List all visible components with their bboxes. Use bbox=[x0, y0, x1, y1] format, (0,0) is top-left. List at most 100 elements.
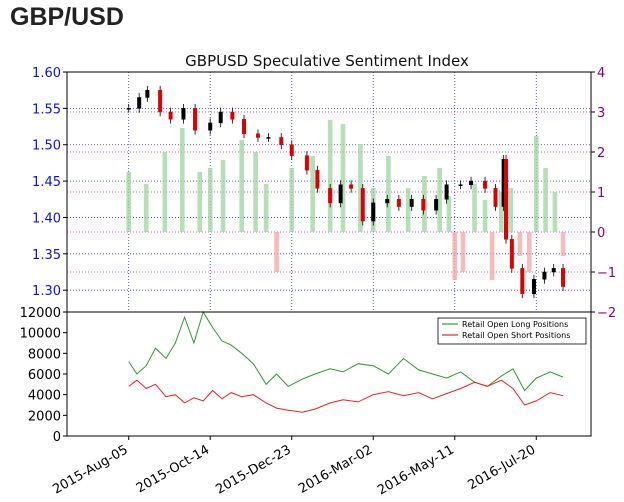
candle-body bbox=[520, 268, 525, 295]
candle-body bbox=[503, 159, 508, 240]
ssi-bar bbox=[126, 172, 132, 232]
candle-body bbox=[434, 199, 439, 211]
date-tick-label: 2016-May-11 bbox=[375, 442, 457, 498]
ssi-bar bbox=[517, 232, 523, 256]
ssi-bar bbox=[327, 120, 333, 232]
candle-body bbox=[551, 268, 556, 273]
candle-body bbox=[328, 188, 333, 204]
candle-body bbox=[531, 279, 536, 295]
candle-body bbox=[137, 97, 142, 109]
ssi-tick-label: 3 bbox=[597, 106, 605, 121]
candle-body bbox=[444, 184, 449, 200]
price-tick-label: 1.55 bbox=[32, 102, 61, 117]
candle-body bbox=[145, 89, 150, 98]
ssi-tick-label: 2 bbox=[597, 146, 605, 161]
legend: Retail Open Long Positions Retail Open Sh… bbox=[437, 317, 587, 345]
ssi-bar bbox=[197, 172, 203, 232]
candle-body bbox=[561, 268, 566, 287]
date-tick-label: 2015-Aug-05 bbox=[50, 442, 130, 497]
price-tick-label: 1.35 bbox=[32, 248, 61, 263]
ssi-bar bbox=[460, 232, 466, 272]
candle-body bbox=[230, 111, 235, 120]
ssi-bar bbox=[472, 184, 477, 232]
candle-body bbox=[409, 199, 414, 207]
positions-tick-label: 12000 bbox=[20, 306, 61, 321]
ssi-bar bbox=[358, 144, 363, 232]
ssi-bar bbox=[560, 232, 566, 256]
price-tick-label: 1.40 bbox=[32, 211, 61, 226]
candle-body bbox=[218, 111, 223, 124]
candle-body bbox=[304, 155, 309, 171]
candle-body bbox=[241, 119, 246, 135]
ssi-bar bbox=[263, 184, 269, 232]
ssi-bar bbox=[310, 156, 316, 232]
candle-body bbox=[289, 144, 294, 156]
price-tick-label: 1.30 bbox=[32, 284, 61, 299]
date-tick-label: 2016-Mar-02 bbox=[296, 442, 375, 496]
candle-body bbox=[385, 199, 390, 204]
price-tick-label: 1.60 bbox=[32, 66, 61, 81]
candle-body bbox=[266, 137, 271, 139]
candle-body bbox=[349, 184, 354, 189]
positions-tick-label: 10000 bbox=[20, 327, 61, 342]
positions-axis: 0 2000 4000 6000 8000 10000 12000 bbox=[20, 306, 67, 445]
positions-tick-label: 8000 bbox=[28, 347, 61, 362]
candle-body bbox=[193, 108, 198, 131]
price-axis: 1.30 1.35 1.40 1.45 1.50 1.55 1.60 bbox=[32, 66, 67, 299]
legend-label: Retail Open Long Positions bbox=[462, 320, 568, 329]
legend-label: Retail Open Short Positions bbox=[462, 331, 570, 340]
ssi-bar bbox=[437, 168, 442, 232]
legend-box bbox=[437, 317, 587, 345]
positions-tick-label: 2000 bbox=[28, 409, 61, 424]
ssi-bar bbox=[162, 152, 168, 232]
date-tick-label: 2016-Jul-20 bbox=[465, 442, 538, 493]
ssi-bar bbox=[239, 140, 244, 232]
date-tick-label: 2015-Dec-23 bbox=[213, 442, 293, 497]
ssi-bar bbox=[220, 160, 226, 232]
ssi-bar bbox=[274, 232, 279, 272]
ssi-tick-label: 4 bbox=[597, 66, 605, 81]
candle-body bbox=[158, 89, 163, 113]
ssi-bar bbox=[253, 152, 258, 232]
candle-body bbox=[396, 199, 401, 207]
candle-body bbox=[279, 137, 284, 145]
candle-body bbox=[338, 184, 343, 204]
candle-body bbox=[371, 202, 376, 222]
ssi-bar bbox=[179, 128, 185, 232]
ssi-bar bbox=[499, 192, 504, 232]
ssi-bar bbox=[526, 232, 532, 272]
candle-body bbox=[493, 188, 498, 207]
ssi-bar bbox=[207, 168, 213, 232]
ssi-bar bbox=[452, 232, 458, 280]
candle-body bbox=[469, 180, 474, 185]
ssi-tick-label: −2 bbox=[597, 306, 616, 321]
positions-tick-label: 4000 bbox=[28, 389, 61, 404]
candle-body bbox=[421, 199, 426, 211]
price-tick-label: 1.45 bbox=[32, 175, 61, 190]
price-tick-label: 1.50 bbox=[32, 139, 61, 154]
candle-body bbox=[168, 111, 173, 120]
ssi-bar bbox=[533, 136, 539, 232]
ssi-bar bbox=[446, 196, 452, 232]
positions-lines bbox=[128, 310, 564, 413]
candle-body bbox=[458, 184, 463, 186]
ssi-bar bbox=[143, 184, 149, 232]
ssi-tick-label: 1 bbox=[597, 186, 605, 201]
chart-title: GBPUSD Speculative Sentiment Index bbox=[185, 52, 469, 70]
ssi-bar bbox=[543, 168, 548, 232]
ssi-tick-label: 0 bbox=[597, 226, 605, 241]
candle-body bbox=[126, 108, 131, 110]
ssi-bar bbox=[489, 232, 495, 280]
date-tick-label: 2015-Oct-14 bbox=[134, 442, 212, 496]
candle-body bbox=[315, 169, 320, 189]
ssi-bar bbox=[386, 156, 391, 232]
candle-body bbox=[208, 122, 213, 131]
candle-body bbox=[181, 108, 186, 120]
ssi-bar bbox=[552, 192, 558, 232]
positions-line bbox=[128, 379, 564, 413]
page-title: GBP/USD bbox=[10, 3, 124, 31]
price-candlesticks bbox=[126, 85, 566, 299]
positions-tick-label: 6000 bbox=[28, 368, 61, 383]
ssi-axis: −2 −1 0 1 2 3 4 bbox=[591, 66, 616, 321]
